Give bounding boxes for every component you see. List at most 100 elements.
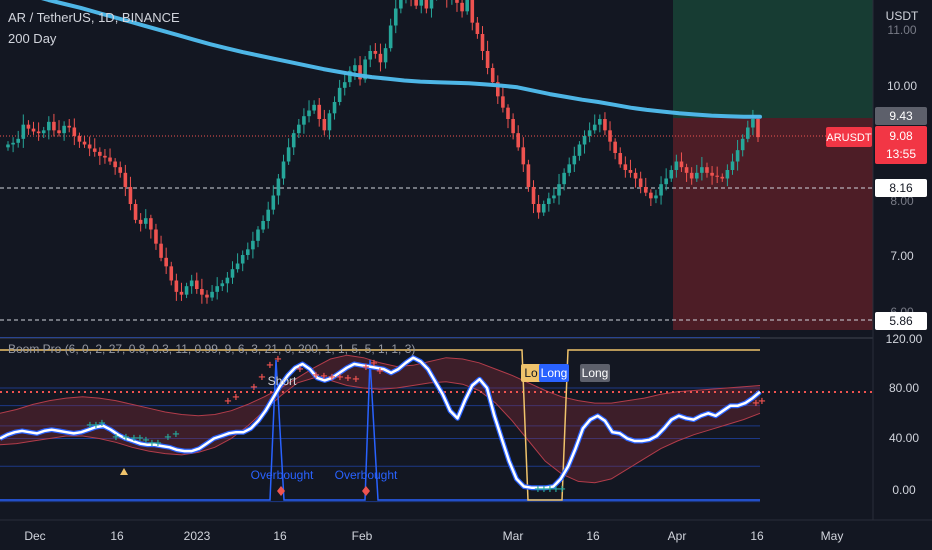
candle-body [562,172,566,185]
signal-plus-marker: + [154,438,162,449]
signal-plus-marker: + [136,433,144,444]
candle-body [598,119,602,125]
time-axis-label: 2023 [184,529,211,543]
candle-body [669,170,674,179]
price-tick-11: 11.00 [887,23,916,37]
stop-loss-zone [673,118,873,330]
last-price-tag: 9.08 [889,129,913,143]
last-price-tag-bg [875,126,927,164]
symbol-tag-bg [826,127,872,147]
time-axis-label: Apr [668,529,687,543]
candle-body [31,128,36,132]
candle-body [526,164,531,188]
signal-plus-marker: + [250,382,258,393]
candle-body [516,133,521,148]
candle-body [312,104,316,111]
ind-tick-0: 0.00 [892,483,916,497]
time-axis-label: Mar [503,529,524,543]
oscillator-line [0,356,761,489]
candle-body [582,136,587,145]
signal-plus-marker: + [376,366,384,377]
signal-plus-marker: + [274,354,282,365]
candle-body [679,161,684,168]
candle-body [271,195,276,210]
candle-body [205,294,209,298]
candle-body [373,50,378,54]
signal-plus-marker: + [370,358,378,369]
candle-body [154,229,158,244]
candle-body [98,151,102,156]
indicator-band-upper [0,354,761,417]
signal-plus-marker: + [92,420,100,431]
signal-plus-marker: + [122,432,130,443]
ind-tick-80: 80.00 [889,381,919,395]
signal-plus-marker: + [546,484,554,495]
candle-body [649,192,653,199]
candle-body [266,209,271,222]
candle-body [399,0,403,9]
candle-body [159,243,163,258]
candle-body [82,141,87,145]
buy-triangle-icon [120,468,128,475]
candle-body [169,266,174,281]
candle-body [495,82,500,97]
candle-body [745,127,750,139]
candle-body [689,172,694,179]
candle-body [511,119,515,134]
signal-plus-marker: + [362,362,370,373]
candle-body [302,116,306,125]
candle-body [210,291,214,298]
candle-body [138,219,143,224]
candle-body [235,263,240,270]
candle-body [628,170,633,173]
candle-body [220,283,225,287]
candle-body [358,65,362,80]
candle-body [118,167,123,173]
candle-body [332,102,337,114]
level-586-tag-bg [875,312,927,330]
candle-body [485,50,490,68]
candle-body [378,53,383,63]
candle-body [659,184,663,196]
long-tag-1: Long [541,366,568,380]
candle-body [705,167,709,173]
currency-label: USDT [886,9,919,23]
signal-plus-marker: + [142,435,150,446]
candle-body [383,48,388,63]
level-943-tag: 9.43 [889,109,913,123]
candle-body [261,221,265,230]
candle-body [552,195,556,199]
candle-body [149,218,153,230]
long-tag-partial: Lo [524,366,538,380]
signal-plus-marker: + [258,372,266,383]
candle-body [547,198,551,205]
candle-body [577,144,582,156]
candle-body [592,124,597,131]
signal-plus-marker: + [558,484,566,495]
price-tick-8: 8.00 [890,194,914,208]
time-axis-label: 16 [750,529,764,543]
candle-body [506,107,510,120]
candle-body [57,130,61,134]
candle-body [143,218,148,224]
candle-body [342,82,347,88]
long-tag-2-bg [580,364,610,382]
time-axis-label: 16 [273,529,287,543]
candle-body [715,175,719,177]
signal-plus-marker: + [320,371,328,382]
signal-plus-marker: + [232,392,240,403]
ind-tick-120: 120.00 [886,332,923,346]
candle-body [490,67,495,83]
candle-body [36,131,41,134]
short-label: Short [268,374,297,388]
take-profit-zone [673,0,873,118]
signal-plus-marker: + [266,360,274,371]
candlestick-series [6,0,760,304]
candle-body [133,204,138,220]
candle-body [429,0,434,9]
time-axis-label: 16 [110,529,124,543]
candle-body [700,167,704,173]
signal-plus-marker: + [86,420,94,431]
level-586-tag: 5.86 [889,314,913,328]
signal-plus-marker: + [98,418,106,429]
